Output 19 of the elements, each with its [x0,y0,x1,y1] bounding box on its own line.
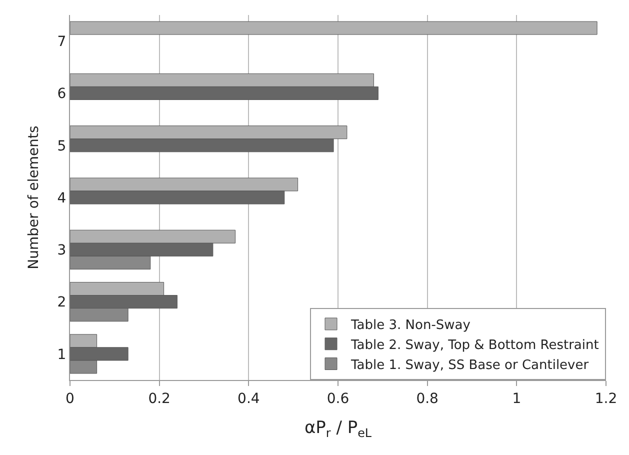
x-tick-label: 0.8 [416,390,438,407]
legend-label: Table 2. Sway, Top & Bottom Restraint [350,338,599,353]
y-tick-label: 2 [57,294,66,311]
y-tick-label: 4 [57,190,66,206]
legend-label: Table 1. Sway, SS Base or Cantilever [350,358,590,373]
y-tick-label: 7 [57,34,66,50]
x-tick-label: 0 [66,390,74,407]
x-tick-label: 0.2 [148,390,170,407]
x-axis-title: αP$_{r}$ / P$_{eL}$ [304,418,372,440]
legend-label: Table 3. Non-Sway [350,318,471,334]
y-tick-label: 5 [57,138,66,154]
y-tick-label: 1 [57,346,66,363]
x-tick-label: 1.2 [594,390,618,407]
x-tick-label: 0.4 [238,390,260,407]
y-axis-title: Number of elements [26,126,42,270]
y-tick-label: 6 [57,86,66,102]
x-tick-label: 0.6 [326,390,350,407]
x-tick-label: 1 [512,390,522,407]
y-tick-label: 3 [57,242,66,259]
